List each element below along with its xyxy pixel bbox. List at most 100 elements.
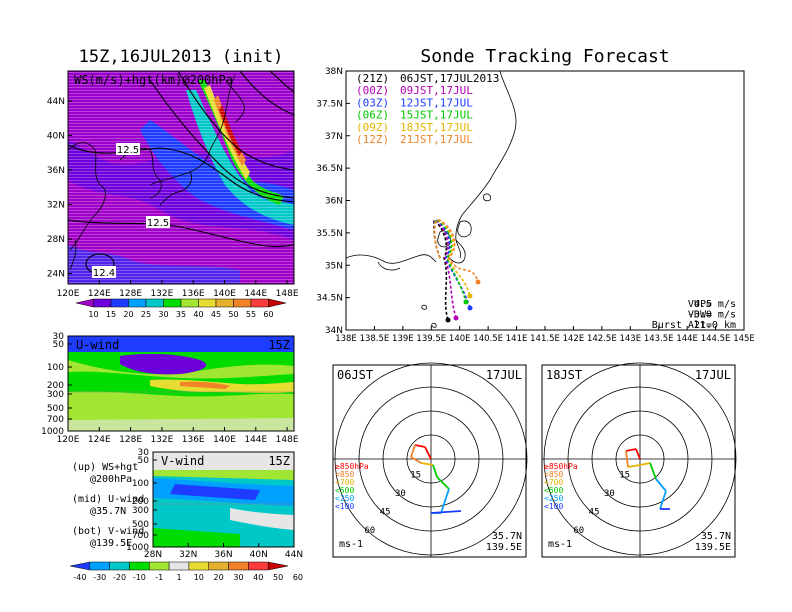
- colorbar-swatch: [180, 298, 199, 308]
- lon-tick-label: 139E: [392, 334, 414, 344]
- pressure-tick-label: 1000: [41, 427, 64, 437]
- launch-time: 18JST,17JUL: [400, 121, 473, 134]
- lat-tick-label: 32N: [179, 550, 197, 560]
- v-wind-label: V-wind: [161, 454, 204, 468]
- lat-tick-label: 40N: [250, 550, 268, 560]
- pressure-tick-label: 30: [53, 332, 65, 342]
- colorbar-swatch: [250, 298, 269, 308]
- launch-code: (06Z): [356, 109, 389, 122]
- launch-legend: (21Z) 06JST,17JUL2013 (00Z) 09JST,17JUL (03Z…: [356, 72, 499, 146]
- lat-tick-label: 38N: [325, 67, 343, 77]
- hodograph-segment: [635, 448, 641, 460]
- pressure-tick-label: 500: [47, 404, 64, 414]
- hodograph-lon: 139.5E: [486, 542, 522, 553]
- param-label: VDW=: [688, 310, 712, 321]
- pressure-tick-label: 1000: [126, 543, 149, 553]
- colorbar-tick-label: 60: [293, 573, 303, 582]
- sonde-tracks: [432, 219, 481, 323]
- ring-label: 15: [410, 470, 421, 480]
- hodograph-segment: [655, 478, 667, 492]
- track-lon-ticks: 138E 138.5E 139E 139.5E 140E 140.5E 141E 141.5E…: [335, 326, 755, 344]
- launch-code: (00Z): [356, 84, 389, 97]
- lon-tick-label: 132E: [150, 289, 173, 299]
- hodograph-segment: [440, 488, 450, 514]
- v-lat-ticks: 28N 32N 36N 40N 44N: [144, 543, 303, 560]
- legend-note-sub: @139.5E: [90, 538, 132, 549]
- hodograph-lon: 139.5E: [695, 542, 731, 553]
- lon-tick-label: 139.5E: [416, 334, 446, 344]
- pressure-tick-label: 50: [53, 340, 65, 350]
- ring-label: 30: [395, 489, 406, 499]
- colorbar-swatch: [215, 298, 234, 308]
- colorbar-swatch: [145, 298, 164, 308]
- lon-tick-label: 144.5E: [701, 334, 731, 344]
- level-legend: <500: [335, 486, 354, 495]
- sonde-landing-point: [467, 293, 473, 299]
- ws-map: WS(m/s)+hgt(km)@200hPa 12.5 12.5 12.4 44…: [47, 70, 299, 319]
- lat-tick-label: 36N: [47, 166, 65, 176]
- u-wind-label: U-wind: [76, 338, 119, 352]
- colorbar-swatch: [188, 561, 209, 571]
- lon-tick-label: 145E: [733, 334, 755, 344]
- lat-tick-label: 35N: [325, 261, 343, 271]
- lon-tick-label: 141.5E: [530, 334, 560, 344]
- colorbar-tick-label: 55: [246, 310, 256, 319]
- hodograph-segment: [424, 446, 432, 460]
- level-legend: ≥850hPa: [335, 462, 369, 471]
- colorbar-swatch: [233, 298, 252, 308]
- lon-tick-label: 138E: [335, 334, 357, 344]
- lat-tick-label: 35.5N: [316, 229, 343, 239]
- colorbar-swatch: [129, 561, 150, 571]
- pressure-tick-label: 200: [132, 497, 149, 507]
- sonde-track: [433, 219, 479, 283]
- lat-tick-label: 36N: [214, 550, 232, 560]
- hodograph-segment: [659, 490, 667, 510]
- colorbar-tick-label: -10: [133, 573, 146, 582]
- launch-time: 06JST,17JUL2013: [400, 72, 499, 85]
- track-lat-ticks: 38N 37.5N 37N 36.5N 36N 35.5N 35N 34.5N 34N: [316, 67, 350, 336]
- lon-tick-label: 124E: [88, 435, 111, 445]
- colorbar-swatch: [248, 561, 269, 571]
- launch-time: 09JST,17JUL: [400, 84, 473, 97]
- sonde-landing-point: [453, 315, 459, 321]
- launch-time: 12JST,17JUL: [400, 96, 473, 109]
- lon-tick-label: 143E: [619, 334, 641, 344]
- lon-tick-label: 120E: [57, 289, 80, 299]
- hodograph-time: 06JST: [337, 368, 373, 382]
- lat-tick-label: 37.5N: [316, 99, 343, 109]
- param-label: VUP=: [688, 299, 712, 310]
- colorbar-swatch: [128, 298, 147, 308]
- sonde-landing-point: [445, 317, 451, 323]
- lat-tick-label: 34N: [325, 326, 343, 336]
- lon-tick-label: 124E: [88, 289, 111, 299]
- ws-map-label: WS(m/s)+hgt(km)@200hPa: [74, 73, 233, 87]
- hodograph-segment: [420, 462, 434, 466]
- pressure-tick-label: 100: [132, 479, 149, 489]
- lon-tick-label: 140E: [213, 289, 236, 299]
- ring-label: 15: [619, 470, 630, 480]
- hodograph-segment: [436, 476, 450, 490]
- pressure-tick-label: 300: [132, 506, 149, 516]
- u-wind-time: 15Z: [268, 338, 290, 352]
- lon-tick-label: 148E: [276, 435, 299, 445]
- colorbar-swatch: [267, 561, 289, 571]
- hodograph-lat: 35.7N: [701, 531, 731, 542]
- hodograph-segment: [625, 448, 637, 452]
- colorbar-tick-label: 30: [158, 310, 168, 319]
- lon-tick-label: 120E: [57, 435, 80, 445]
- param-value: 21.0 km: [694, 320, 736, 331]
- colorbar-tick-label: 1: [176, 573, 181, 582]
- lon-tick-label: 144E: [244, 289, 267, 299]
- hodograph-unit: ms-1: [339, 539, 363, 550]
- hodograph-segment: [410, 444, 416, 458]
- left-title: 15Z,16JUL2013 (init): [79, 47, 284, 67]
- colorbar-tick-label: 15: [106, 310, 116, 319]
- lat-tick-label: 36.5N: [316, 164, 343, 174]
- param-label: Burst Alt=: [652, 320, 712, 331]
- level-legend: <700: [544, 478, 563, 487]
- contour-label: 12.4: [93, 268, 115, 279]
- legend-notes: (up) WS+hgt@200hPa (mid) U-wind@35.7N (bot…: [72, 462, 144, 549]
- lat-tick-label: 34.5N: [316, 294, 343, 304]
